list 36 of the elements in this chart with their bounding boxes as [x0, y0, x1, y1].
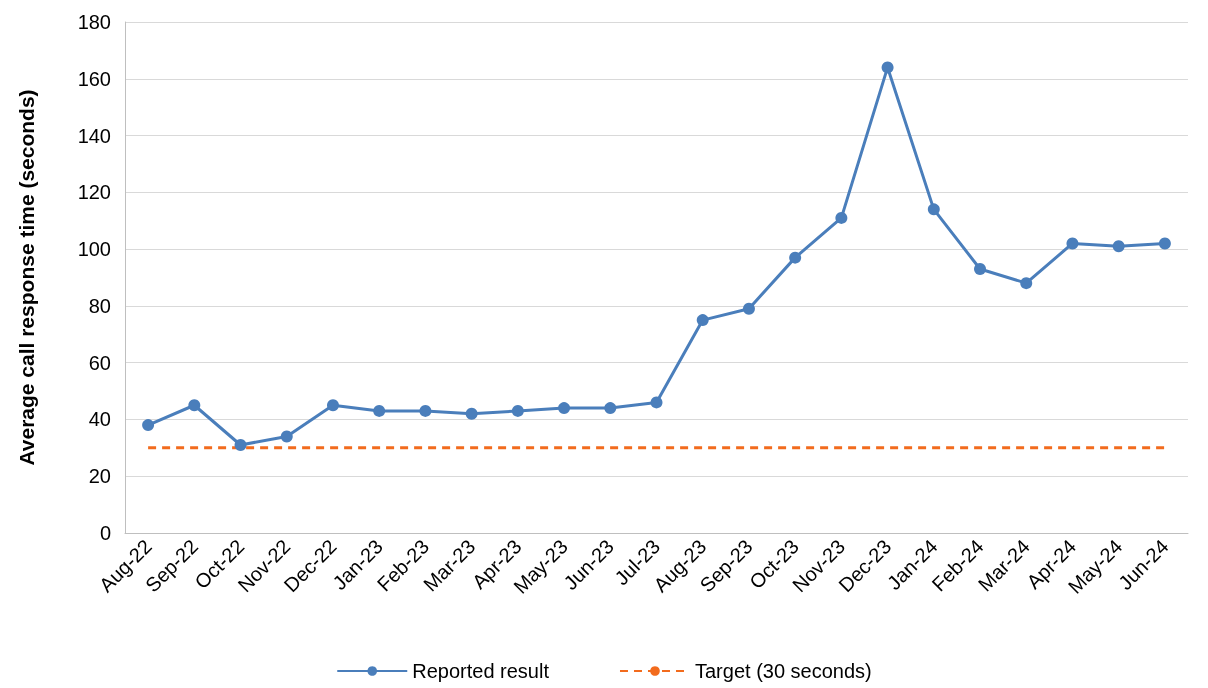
legend-label: Reported result: [412, 660, 550, 682]
point: [465, 407, 478, 420]
point: [742, 302, 755, 315]
point: [419, 404, 432, 417]
y-tick-label: 80: [88, 294, 111, 317]
point: [188, 399, 201, 412]
point: [1020, 277, 1033, 290]
point: [373, 404, 386, 417]
point: [511, 404, 524, 417]
point: [650, 396, 663, 409]
y-tick-label: 100: [77, 238, 111, 261]
y-tick-label: 0: [99, 522, 111, 544]
point: [974, 262, 987, 275]
legend-label: Target (30 seconds): [694, 660, 872, 682]
point: [927, 203, 940, 216]
y-axis-title: Average call response time (seconds): [15, 89, 38, 466]
point: [789, 251, 802, 264]
point: [280, 430, 293, 443]
point: [1158, 237, 1171, 250]
point: [835, 211, 848, 224]
y-tick-label: 60: [88, 351, 111, 374]
y-tick-label: 160: [77, 67, 111, 90]
point: [558, 402, 571, 415]
point: [604, 402, 617, 415]
point: [234, 439, 247, 451]
y-tick-label: 120: [77, 181, 111, 204]
point: [1112, 240, 1125, 253]
point: [1066, 237, 1079, 250]
point: [326, 399, 339, 412]
point: [881, 61, 894, 74]
y-tick-label: 20: [88, 465, 111, 488]
point: [142, 419, 155, 432]
point: [696, 314, 709, 327]
y-tick-label: 40: [88, 408, 111, 431]
y-tick-label: 180: [77, 11, 111, 33]
y-tick-label: 140: [77, 124, 111, 147]
